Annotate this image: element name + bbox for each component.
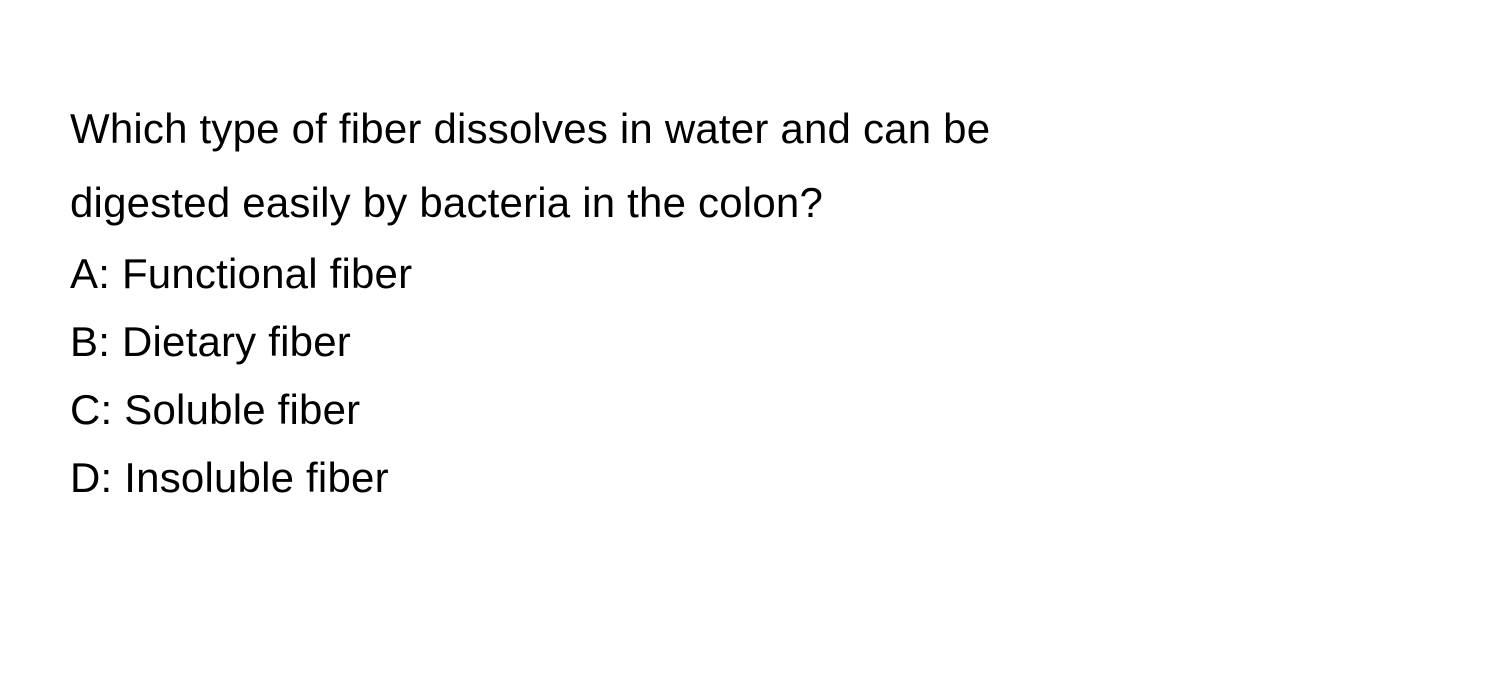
question-container: Which type of fiber dissolves in water a… bbox=[70, 92, 1430, 239]
option-b: B: Dietary fiber bbox=[70, 308, 1430, 376]
option-a: A: Functional fiber bbox=[70, 240, 1430, 308]
question-text-line-1: Which type of fiber dissolves in water a… bbox=[70, 92, 1430, 166]
option-d: D: Insoluble fiber bbox=[70, 444, 1430, 512]
question-text-line-2: digested easily by bacteria in the colon… bbox=[70, 166, 1430, 240]
options-container: A: Functional fiber B: Dietary fiber C: … bbox=[70, 240, 1430, 512]
option-c: C: Soluble fiber bbox=[70, 376, 1430, 444]
